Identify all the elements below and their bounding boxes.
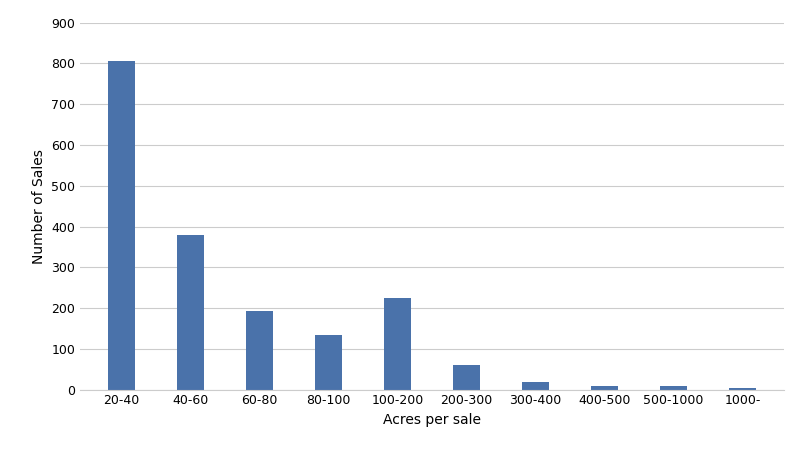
Bar — [314, 334, 342, 390]
Bar — [660, 386, 687, 390]
Bar — [246, 311, 274, 390]
Bar — [384, 298, 411, 390]
Y-axis label: Number of Sales: Number of Sales — [31, 149, 46, 264]
Bar — [590, 386, 618, 390]
Bar — [108, 62, 135, 390]
Bar — [453, 365, 480, 390]
Bar — [522, 382, 550, 390]
Bar — [177, 236, 204, 390]
Bar — [729, 387, 756, 390]
X-axis label: Acres per sale: Acres per sale — [383, 413, 481, 427]
